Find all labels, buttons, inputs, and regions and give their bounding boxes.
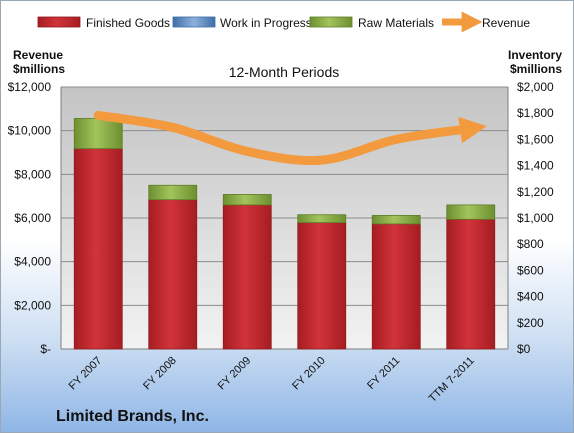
x-tick-label: FY 2007 <box>67 355 105 393</box>
bar-finished-goods <box>148 199 198 350</box>
x-tick-label: FY 2009 <box>216 355 254 393</box>
x-tick-label: FY 2008 <box>141 355 179 393</box>
legend-swatch-work-in-progress <box>172 16 216 28</box>
left-tick-label: $8,000 <box>14 167 51 181</box>
right-tick-label: $600 <box>517 263 544 277</box>
bar-raw-materials <box>446 204 496 220</box>
right-axis-ticks: $0 $200 $400 $600 $800 $1,000 $1,200 $1,400 $1,6… <box>517 80 554 356</box>
bar-finished-goods <box>297 222 347 350</box>
bar-raw-materials <box>371 214 421 225</box>
bar-raw-materials <box>297 214 347 223</box>
right-tick-label: $1,600 <box>517 132 554 146</box>
company-name: Limited Brands, Inc. <box>56 408 209 425</box>
right-tick-label: $1,000 <box>517 211 554 225</box>
x-tick-label: FY 2010 <box>290 355 328 393</box>
legend: Finished Goods Work in Progress Raw Mate… <box>37 11 530 33</box>
left-tick-label: $6,000 <box>14 211 51 225</box>
left-axis-title-line2: $millions <box>13 62 65 76</box>
bar-finished-goods <box>371 223 421 350</box>
bar-raw-materials <box>148 184 198 201</box>
legend-label-revenue: Revenue <box>482 16 530 30</box>
bar-raw-materials <box>73 118 123 149</box>
left-axis-title-line1: Revenue <box>13 48 63 62</box>
right-tick-label: $800 <box>517 237 544 251</box>
right-tick-label: $1,200 <box>517 185 554 199</box>
right-tick-label: $200 <box>517 316 544 330</box>
x-tick-label: TTM 7-2011 <box>427 355 477 405</box>
left-tick-label: $- <box>40 342 51 356</box>
left-axis-ticks: $- $2,000 $4,000 $6,000 $8,000 $10,000 $12,000 <box>8 80 52 356</box>
bar-series <box>73 118 496 350</box>
right-axis-title-line1: Inventory <box>508 48 562 62</box>
x-tick-label: FY 2011 <box>365 355 402 392</box>
x-axis-ticks: FY 2007 FY 2008 FY 2009 FY 2010 FY 2011 TTM 7… <box>67 355 477 405</box>
right-tick-label: $1,800 <box>517 106 554 120</box>
left-tick-label: $12,000 <box>8 80 52 94</box>
legend-label-raw-materials: Raw Materials <box>358 16 434 30</box>
right-tick-label: $1,400 <box>517 159 554 173</box>
right-tick-label: $400 <box>517 290 544 304</box>
legend-label-work-in-progress: Work in Progress <box>220 16 312 30</box>
legend-swatch-raw-materials <box>309 16 353 28</box>
left-tick-label: $10,000 <box>8 124 52 138</box>
right-tick-label: $0 <box>517 342 531 356</box>
right-axis-title-line2: $millions <box>510 62 562 76</box>
bar-finished-goods <box>446 218 496 350</box>
bar-finished-goods <box>73 148 123 350</box>
left-tick-label: $4,000 <box>14 255 51 269</box>
chart-subtitle: 12-Month Periods <box>229 64 340 80</box>
bar-finished-goods <box>222 204 272 350</box>
revenue-line <box>93 110 487 166</box>
left-tick-label: $2,000 <box>14 298 51 312</box>
bar-raw-materials <box>222 194 272 206</box>
right-tick-label: $2,000 <box>517 80 554 94</box>
legend-label-finished-goods: Finished Goods <box>86 16 170 30</box>
legend-swatch-finished-goods <box>37 16 81 28</box>
